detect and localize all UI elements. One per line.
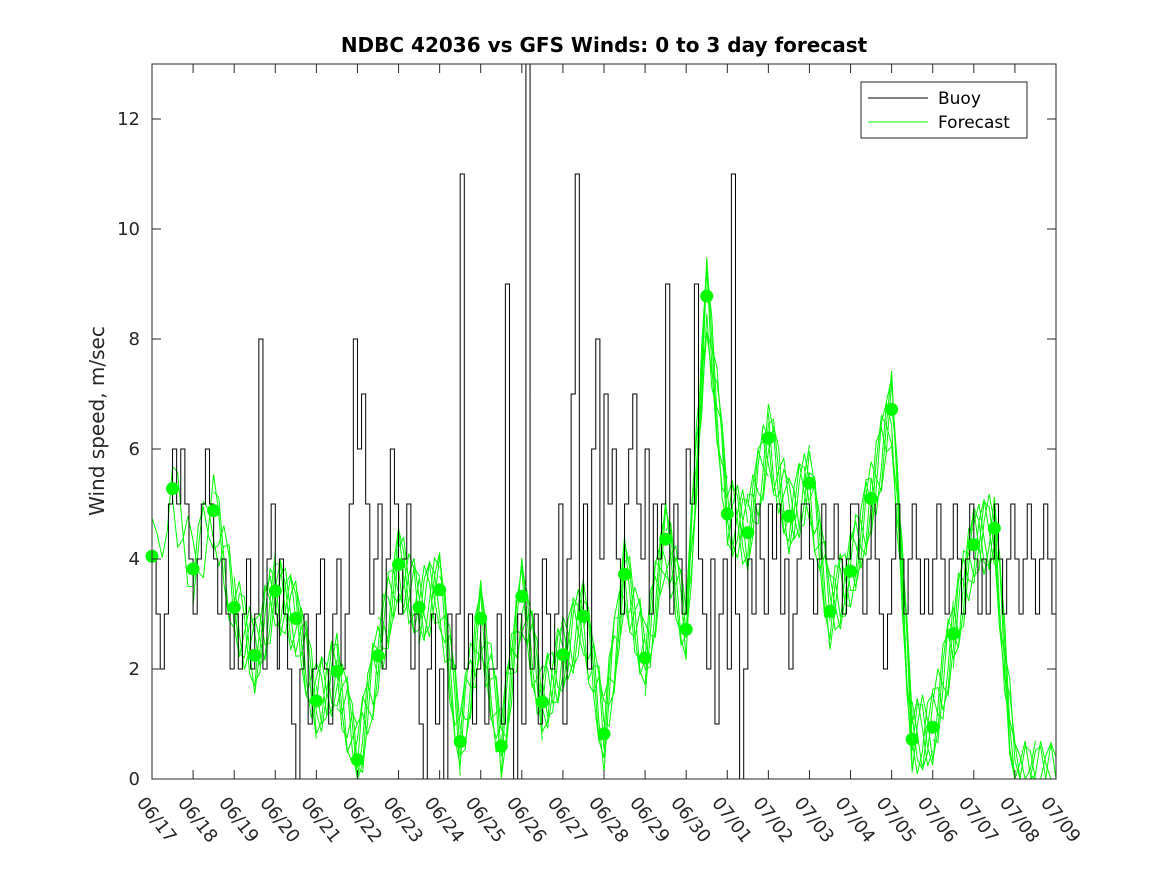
analysis-point [186, 562, 200, 576]
y-tick-label: 0 [129, 769, 140, 790]
analysis-point [248, 648, 262, 662]
forecast-run-line [644, 257, 769, 697]
analysis-point [741, 526, 755, 540]
y-tick-label: 2 [129, 659, 140, 680]
analysis-point [700, 289, 714, 303]
analysis-point [166, 482, 180, 496]
forecast-run-line [911, 500, 1036, 780]
analysis-point [905, 732, 919, 746]
analysis-point [987, 521, 1001, 535]
forecast-run-line [274, 567, 400, 753]
x-tick-label: 06/20 [255, 793, 303, 847]
analysis-point [494, 739, 508, 753]
forecast-run-line [254, 566, 379, 780]
y-axis-label: Wind speed, m/sec [85, 326, 109, 516]
y-tick-label: 4 [129, 549, 140, 570]
forecast-run-line [356, 552, 482, 766]
buoy-line [152, 63, 1056, 780]
analysis-point [761, 431, 775, 445]
x-tick-label: 06/19 [214, 793, 262, 847]
x-tick-label: 06/25 [461, 793, 509, 847]
x-tick-label: 06/29 [625, 793, 673, 847]
analysis-point [515, 589, 529, 603]
analysis-point [474, 611, 488, 625]
analysis-point [864, 492, 878, 505]
analysis-point [782, 509, 796, 523]
x-tick-label: 07/02 [748, 793, 796, 847]
analysis-point [576, 609, 590, 623]
forecast-run-line [808, 370, 934, 767]
analysis-point [412, 600, 426, 614]
forecast-run-line [952, 494, 1056, 780]
analysis-point [638, 651, 652, 665]
x-tick-label: 07/04 [831, 793, 879, 847]
y-tick-label: 8 [129, 329, 140, 350]
x-tick-label: 07/08 [995, 793, 1043, 847]
x-tick-label: 06/18 [173, 793, 221, 847]
analysis-point [967, 538, 981, 552]
x-tick-label: 06/24 [420, 793, 468, 847]
chart-title: NDBC 42036 vs GFS Winds: 0 to 3 day fore… [341, 33, 868, 57]
x-tick-label: 07/01 [707, 793, 755, 847]
x-tick-label: 06/17 [132, 793, 180, 847]
legend-box [860, 81, 1028, 139]
analysis-point [433, 583, 447, 597]
analysis-point [926, 720, 940, 734]
analysis-point [823, 604, 837, 618]
x-tick-label: 07/05 [872, 793, 920, 847]
analysis-point [207, 504, 221, 518]
x-tick-label: 06/22 [338, 793, 386, 847]
legend-forecast-label: Forecast [938, 113, 1010, 133]
y-tick-label: 12 [117, 109, 140, 130]
analysis-point [659, 532, 673, 546]
analysis-point [535, 695, 549, 709]
analysis-point [618, 567, 632, 581]
analysis-point [453, 735, 467, 749]
analysis-point [844, 564, 858, 578]
analysis-point [556, 648, 570, 662]
analysis-point [268, 584, 282, 598]
y-tick-label: 10 [117, 219, 140, 240]
analysis-point [289, 611, 303, 625]
analysis-point [392, 558, 406, 571]
analysis-point [227, 600, 241, 614]
analysis-point [946, 627, 960, 641]
analysis-point [330, 664, 344, 678]
analysis-point [802, 476, 816, 490]
forecast-run-line [767, 378, 893, 640]
x-tick-label: 06/30 [666, 793, 714, 847]
legend: Buoy Forecast [860, 81, 1028, 139]
x-tick-label: 06/23 [379, 793, 427, 847]
analysis-point [309, 694, 323, 708]
x-tick-label: 07/06 [913, 793, 961, 847]
analysis-point [720, 507, 734, 521]
analysis-point [597, 727, 611, 741]
x-tick-label: 06/28 [584, 793, 632, 847]
x-tick-label: 06/26 [502, 793, 550, 847]
y-axis: 0 2 4 6 8 10 12 [117, 109, 1056, 790]
x-tick-label: 06/21 [296, 793, 344, 847]
forecast-run-line [850, 382, 974, 766]
analysis-markers [145, 289, 1001, 767]
x-tick-label: 07/03 [790, 793, 838, 847]
analysis-point [371, 649, 385, 663]
buoy-series-line [152, 63, 1056, 780]
x-tick-label: 07/09 [1036, 793, 1084, 847]
x-tick-label: 07/07 [954, 793, 1002, 847]
analysis-point [885, 402, 899, 416]
y-tick-label: 6 [129, 439, 140, 460]
analysis-point [679, 622, 693, 636]
x-tick-label: 06/27 [543, 793, 591, 847]
forecast-run-line [151, 465, 276, 666]
forecast-run-line [870, 402, 995, 771]
analysis-point [350, 753, 364, 767]
legend-buoy-label: Buoy [938, 89, 981, 109]
